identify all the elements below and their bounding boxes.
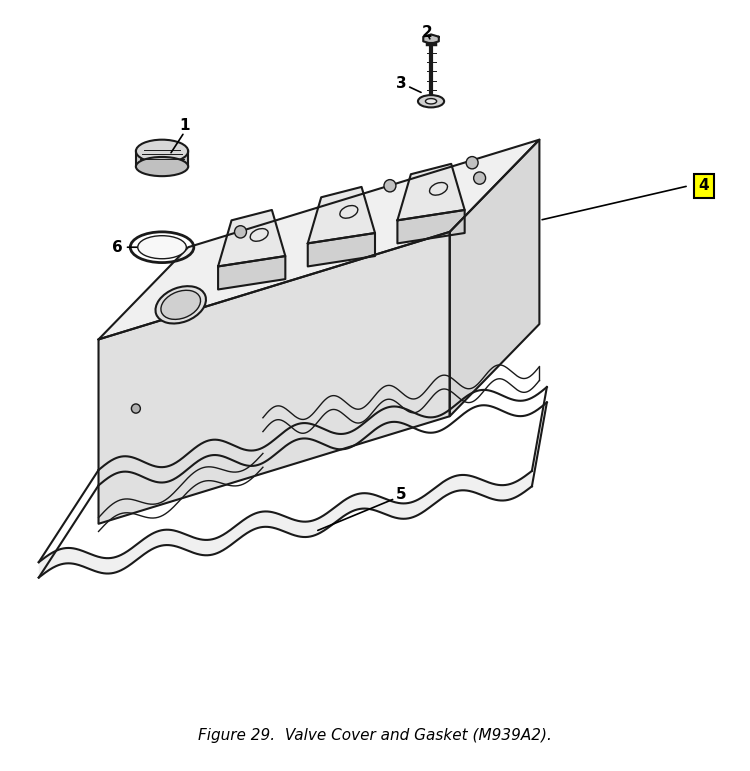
Circle shape <box>384 180 396 192</box>
Ellipse shape <box>138 236 186 259</box>
Polygon shape <box>39 471 532 577</box>
Polygon shape <box>423 35 439 44</box>
Polygon shape <box>218 210 285 267</box>
Polygon shape <box>98 232 450 524</box>
Polygon shape <box>450 140 539 416</box>
Circle shape <box>474 172 485 184</box>
Ellipse shape <box>418 95 444 107</box>
Text: Figure 29.  Valve Cover and Gasket (M939A2).: Figure 29. Valve Cover and Gasket (M939A… <box>198 728 552 742</box>
Polygon shape <box>398 164 465 221</box>
Text: 6: 6 <box>112 240 122 254</box>
Polygon shape <box>98 140 539 339</box>
Polygon shape <box>308 187 375 244</box>
Polygon shape <box>136 151 188 167</box>
Ellipse shape <box>136 140 188 163</box>
Circle shape <box>235 226 247 238</box>
Ellipse shape <box>136 157 188 176</box>
Ellipse shape <box>155 286 206 324</box>
Circle shape <box>466 157 478 169</box>
Ellipse shape <box>425 99 436 104</box>
Text: 1: 1 <box>179 118 190 133</box>
Text: 5: 5 <box>396 487 406 502</box>
Polygon shape <box>218 256 285 289</box>
Text: 2: 2 <box>422 25 433 39</box>
Polygon shape <box>308 233 375 267</box>
Text: 3: 3 <box>396 76 406 91</box>
Polygon shape <box>398 210 465 244</box>
Ellipse shape <box>161 291 200 319</box>
Circle shape <box>131 404 140 413</box>
Text: 4: 4 <box>698 178 709 194</box>
